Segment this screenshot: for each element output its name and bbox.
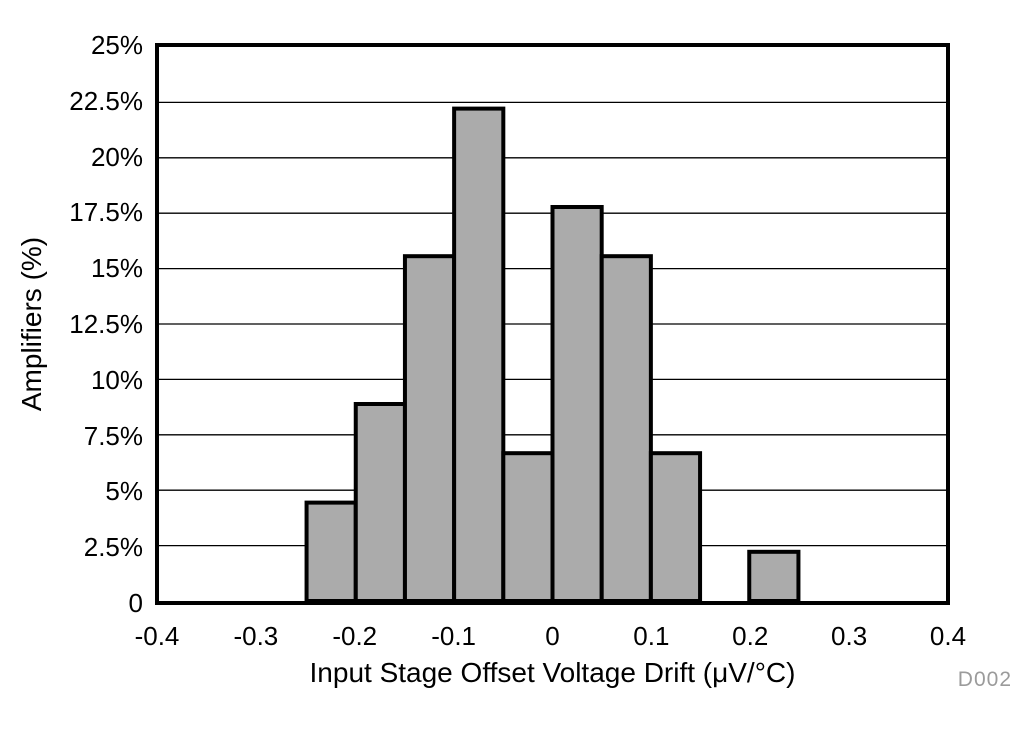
- y-tick-label: 5%: [105, 476, 143, 507]
- figure-id-watermark: D002: [957, 668, 1012, 691]
- histogram-bar: [550, 204, 604, 601]
- y-tick-label: 17.5%: [69, 197, 143, 228]
- x-tick-label: -0.4: [134, 621, 180, 651]
- y-tick-label: 2.5%: [83, 532, 143, 563]
- y-tick-label: 12.5%: [69, 309, 143, 339]
- y-tick-label: 7.5%: [83, 420, 143, 451]
- x-tick-label: -0.3: [233, 621, 279, 651]
- x-tick-label: -0.2: [332, 621, 378, 651]
- histogram-bar: [747, 549, 801, 601]
- y-tick-label: 15%: [90, 253, 143, 284]
- x-tick-label: 0.3: [831, 621, 868, 651]
- histogram-bar: [599, 254, 653, 601]
- x-tick-label: 0.1: [633, 621, 670, 651]
- histogram-bar: [402, 254, 457, 601]
- histogram-bar: [304, 500, 358, 601]
- y-tick-label: 22.5%: [69, 85, 143, 116]
- x-axis-title: Input Stage Offset Voltage Drift (μV/°C): [309, 657, 796, 688]
- histogram-bar: [648, 451, 703, 601]
- x-tick-label: 0.4: [929, 621, 967, 651]
- histogram-bar: [452, 106, 506, 601]
- y-tick-label: 10%: [90, 364, 143, 395]
- x-tick-label: 0.2: [732, 621, 769, 651]
- y-tick-label: 25%: [90, 30, 143, 60]
- histogram-bar: [353, 401, 407, 601]
- x-tick-label: -0.1: [431, 621, 477, 651]
- y-tick-label: 0: [128, 588, 143, 618]
- y-tick-label: 20%: [90, 141, 143, 172]
- plot-svg: [159, 101, 946, 601]
- histogram-bar: [501, 451, 555, 601]
- x-tick-label: 0: [545, 621, 560, 651]
- plot-area: [155, 43, 950, 605]
